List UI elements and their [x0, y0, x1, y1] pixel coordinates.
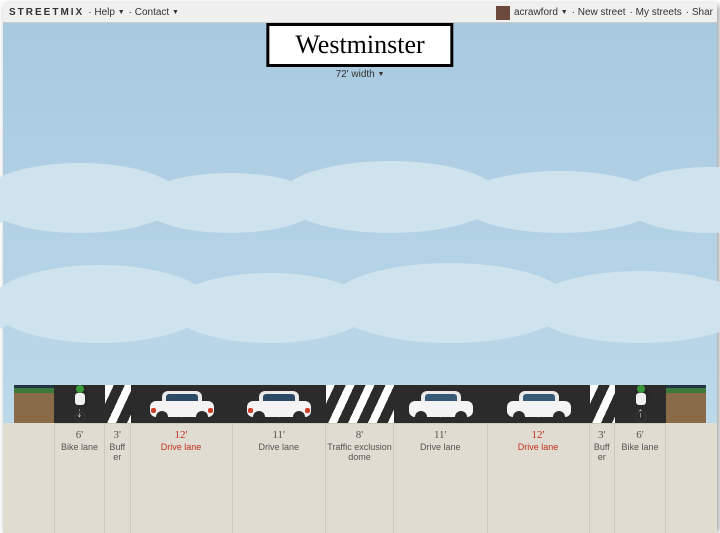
segment-surface: [326, 385, 394, 423]
segment-label: 11' Drive lane: [394, 423, 488, 533]
segment-name: Drive lane: [131, 443, 232, 453]
segment-label: 6' Bike lane: [54, 423, 105, 533]
segment-name: Bike lane: [55, 443, 104, 453]
segment-name: Buffer: [590, 443, 615, 463]
segment-width-value: 6': [615, 429, 665, 441]
segment-surface: ↓: [54, 385, 105, 423]
segment-name: Drive lane: [488, 443, 589, 453]
segment-drive-2[interactable]: ↓ 11' Drive lane: [233, 385, 327, 533]
segment-width-value: 12': [131, 429, 232, 441]
street-width-selector[interactable]: 72' width ▼: [336, 69, 385, 80]
chevron-down-icon: ▼: [561, 9, 568, 16]
segment-surface: [590, 385, 616, 423]
segment-surface: ↑: [394, 385, 488, 423]
segment-label: 3' Buffer: [105, 423, 131, 533]
top-menu-bar: STREETMIX Help ▼ Contact ▼ acrawford ▼ N…: [3, 3, 717, 23]
arrow-up-icon: ↑: [437, 404, 444, 420]
grass-edge-left: [14, 385, 54, 533]
segment-width-value: 11': [394, 429, 487, 441]
segment-surface: ↓: [131, 385, 233, 423]
segment-drive-1[interactable]: ↓ 12' Drive lane: [131, 385, 233, 533]
segment-median[interactable]: 8' Traffic exclusiondome: [326, 385, 394, 533]
cloud-row: [0, 283, 720, 343]
street-title[interactable]: Westminster: [266, 23, 453, 67]
menu-contact[interactable]: Contact ▼: [129, 7, 179, 18]
segment-width-value: 3': [590, 429, 615, 441]
segment-label: 11' Drive lane: [233, 423, 327, 533]
segment-name: Buffer: [105, 443, 130, 463]
street-width-label: 72' width: [336, 69, 375, 80]
segment-drive-4[interactable]: ↑ 12' Drive lane: [488, 385, 590, 533]
segment-width-value: 8': [326, 429, 393, 441]
segment-surface: ↓: [233, 385, 327, 423]
segment-bike-l[interactable]: ↓ 6' Bike lane: [54, 385, 105, 533]
segment-width-value: 6': [55, 429, 104, 441]
segment-label: 8' Traffic exclusiondome: [326, 423, 394, 533]
brand-logo[interactable]: STREETMIX: [9, 7, 84, 18]
chevron-down-icon: ▼: [118, 9, 125, 16]
segment-buffer-r[interactable]: 3' Buffer: [590, 385, 616, 533]
segment-surface: [105, 385, 131, 423]
menu-help[interactable]: Help ▼: [88, 7, 124, 18]
arrow-down-icon: ↓: [76, 404, 83, 420]
arrow-down-icon: ↓: [276, 404, 283, 420]
segment-label: 12' Drive lane: [488, 423, 590, 533]
segment-width-value: 12': [488, 429, 589, 441]
arrow-up-icon: ↑: [637, 404, 644, 420]
menu-my-streets[interactable]: My streets: [630, 7, 682, 18]
cloud-row: [0, 173, 720, 233]
menu-share[interactable]: Shar: [686, 7, 713, 18]
arrow-down-icon: ↓: [178, 404, 185, 420]
segment-name: Drive lane: [394, 443, 487, 453]
segment-width-value: 11': [233, 429, 326, 441]
username-menu[interactable]: acrawford ▼: [514, 7, 568, 18]
segment-drive-3[interactable]: ↑ 11' Drive lane: [394, 385, 488, 533]
street-section: ↓6'Bike lane3'Buffer↓12'Drive lane↓11'Dr…: [3, 385, 717, 533]
chevron-down-icon: ▼: [172, 9, 179, 16]
grass-edge-right: [666, 385, 706, 533]
segment-label: 12' Drive lane: [131, 423, 233, 533]
segment-label: 3' Buffer: [590, 423, 616, 533]
segment-buffer-l[interactable]: 3' Buffer: [105, 385, 131, 533]
segment-name: Traffic exclusiondome: [326, 443, 393, 463]
app-frame: STREETMIX Help ▼ Contact ▼ acrawford ▼ N…: [3, 3, 717, 530]
menu-new-street[interactable]: New street: [572, 7, 626, 18]
segment-surface: ↑: [615, 385, 666, 423]
segment-surface: ↑: [488, 385, 590, 423]
segment-width-value: 3': [105, 429, 130, 441]
segment-bike-r[interactable]: ↑ 6' Bike lane: [615, 385, 666, 533]
chevron-down-icon: ▼: [378, 71, 385, 78]
arrow-up-icon: ↑: [535, 404, 542, 420]
segment-name: Bike lane: [615, 443, 665, 453]
segment-label: 6' Bike lane: [615, 423, 666, 533]
segment-name: Drive lane: [233, 443, 326, 453]
avatar[interactable]: [496, 6, 510, 20]
sky-background: [3, 23, 717, 423]
